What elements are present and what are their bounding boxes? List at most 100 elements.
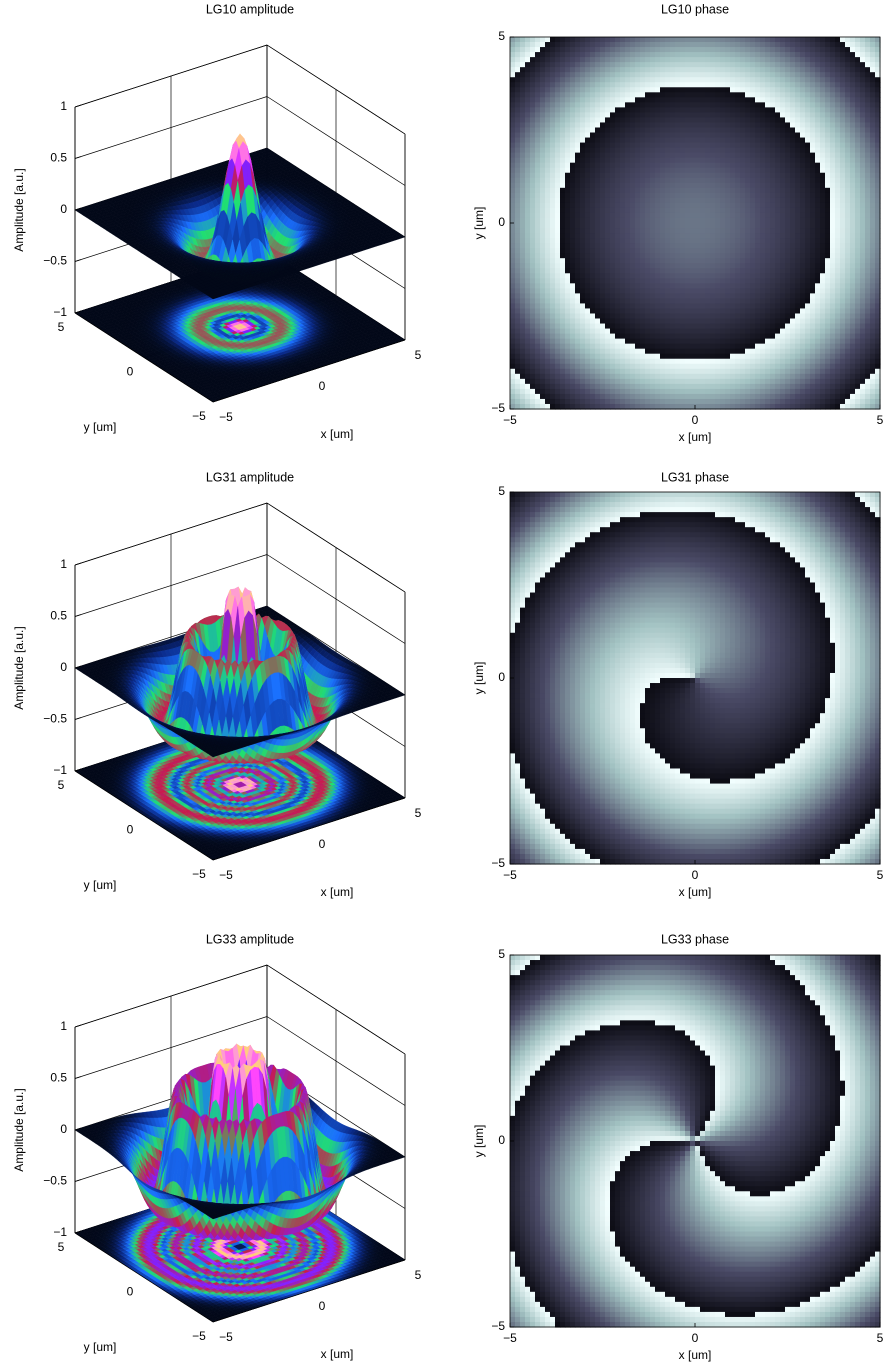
phase-pixel xyxy=(510,293,516,300)
phase-pixel xyxy=(510,388,516,395)
phase-pixel xyxy=(515,373,521,380)
phase-pixel xyxy=(515,77,521,83)
phase-pixel xyxy=(520,293,526,300)
phase-pixel xyxy=(525,383,531,390)
phase-pixel xyxy=(525,393,531,400)
phase-pixel xyxy=(510,333,516,340)
phase-pixel xyxy=(515,308,521,315)
phase-pixel xyxy=(520,212,526,219)
phase-pixel xyxy=(515,378,521,385)
phase-pixel xyxy=(520,278,526,284)
phase-pixel xyxy=(515,92,521,98)
phase-pixel xyxy=(530,67,536,73)
phase-pixel xyxy=(525,132,531,139)
phase-pixel xyxy=(515,368,521,375)
phase-pixel xyxy=(510,137,516,144)
phase-pixel xyxy=(530,172,536,179)
phase-pixel xyxy=(520,383,526,390)
phase-pixel xyxy=(515,137,521,144)
phase-pixel xyxy=(515,37,521,43)
phase-pixel xyxy=(530,147,536,154)
phase-pixel xyxy=(520,358,526,365)
phase-pixel xyxy=(525,293,531,300)
phase-pixel xyxy=(520,182,526,189)
phase-pixel xyxy=(520,353,526,360)
phase-pixel xyxy=(510,343,516,350)
phase-pixel xyxy=(525,273,531,279)
phase-pixel xyxy=(510,228,516,234)
phase-pixel xyxy=(520,207,526,214)
phase-pixel xyxy=(510,177,516,184)
phase-pixel xyxy=(525,82,531,88)
phase-pixel xyxy=(530,157,536,164)
phase-pixel xyxy=(515,328,521,335)
phase-pixel xyxy=(520,42,526,48)
phase-pixel xyxy=(525,217,531,224)
phase-pixel xyxy=(510,212,516,219)
phase-pixel xyxy=(515,217,521,224)
y-tick-label: 5 xyxy=(58,320,65,334)
phase-pixel xyxy=(515,238,521,244)
phase-pixel xyxy=(510,358,516,365)
phase-pixel xyxy=(515,318,521,325)
phase-pixel xyxy=(515,47,521,53)
phase-pixel xyxy=(520,373,526,380)
phase-pixel xyxy=(515,263,521,269)
phase-pixel xyxy=(525,318,531,325)
phase-pixel xyxy=(515,202,521,209)
phase-pixel xyxy=(525,268,531,274)
phase-pixel xyxy=(515,313,521,320)
phase-pixel xyxy=(520,197,526,204)
phase-pixel xyxy=(515,102,521,108)
phase-pixel xyxy=(510,97,516,103)
phase-pixel xyxy=(510,363,516,370)
phase-pixel xyxy=(510,62,516,68)
phase-pixel xyxy=(515,177,521,184)
z-tick-label: −1 xyxy=(53,305,67,319)
phase-pixel xyxy=(525,157,531,164)
phase-pixel xyxy=(510,117,516,124)
phase-pixel xyxy=(515,298,521,305)
phase-pixel xyxy=(520,338,526,345)
phase-pixel xyxy=(525,212,531,219)
phase-pixel xyxy=(510,87,516,93)
tick-mark xyxy=(74,104,81,108)
phase-pixel xyxy=(515,278,521,284)
phase-pixel xyxy=(520,202,526,209)
phase-pixel xyxy=(520,378,526,385)
phase-pixel xyxy=(520,248,526,254)
phase-pixel xyxy=(520,253,526,259)
phase-pixel xyxy=(510,248,516,254)
phase-pixel xyxy=(530,82,536,88)
phase-pixel xyxy=(520,238,526,244)
phase-pixel xyxy=(530,47,536,53)
y-axis-label: y [um] xyxy=(84,420,117,434)
phase-pixel xyxy=(515,243,521,249)
phase-pixel xyxy=(510,187,516,194)
phase-pixel xyxy=(525,263,531,269)
phase-pixel xyxy=(515,258,521,264)
phase-pixel xyxy=(525,338,531,345)
phase-pixel xyxy=(510,268,516,274)
phase-pixel xyxy=(510,72,516,78)
phase-pixel xyxy=(520,62,526,68)
phase-pixel xyxy=(510,52,516,58)
phase-pixel xyxy=(520,348,526,355)
phase-pixel xyxy=(520,87,526,93)
phase-pixel xyxy=(515,207,521,214)
phase-pixel xyxy=(520,112,526,119)
phase-pixel xyxy=(515,353,521,360)
phase-pixel xyxy=(510,37,516,43)
phase-pixel xyxy=(520,273,526,279)
z-axis-label: Amplitude [a.u.] xyxy=(12,168,26,251)
phase-pixel xyxy=(520,142,526,149)
phase-pixel xyxy=(525,343,531,350)
y-tick-label: 0 xyxy=(127,365,134,379)
phase-pixel xyxy=(520,72,526,78)
phase-pixel xyxy=(525,388,531,395)
phase-pixel xyxy=(525,117,531,124)
phase-pixel xyxy=(510,132,516,139)
phase-pixel xyxy=(525,102,531,108)
phase-pixel xyxy=(520,37,526,43)
phase-pixel xyxy=(520,52,526,58)
